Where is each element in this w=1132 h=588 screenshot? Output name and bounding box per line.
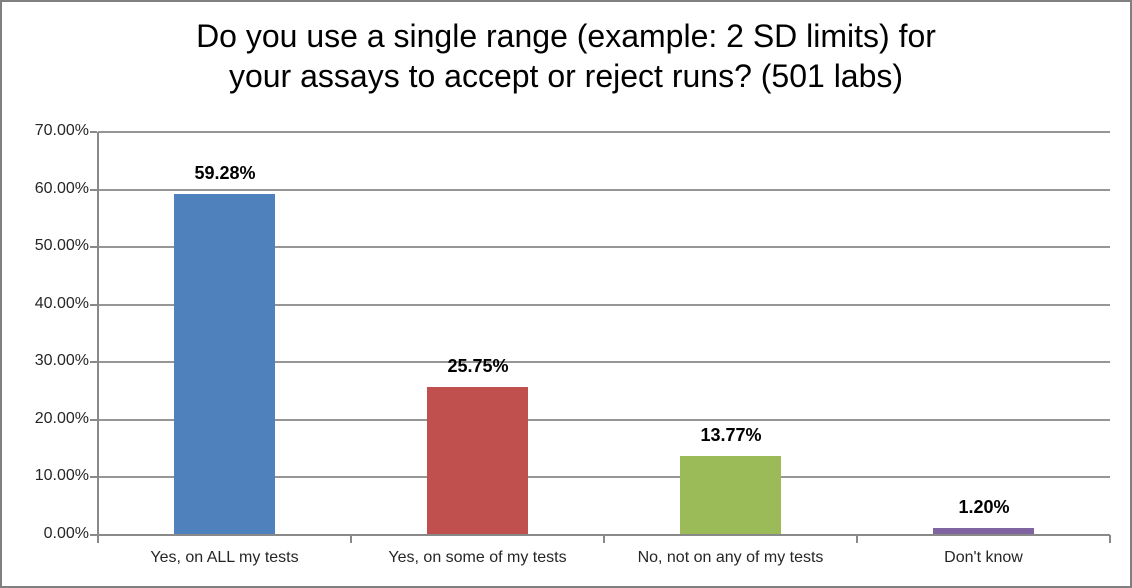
- x-axis-tick: [603, 535, 605, 543]
- bar-value-label: 25.75%: [447, 356, 509, 376]
- category-label: Don't know: [944, 549, 1023, 566]
- y-axis-tick-label: 60.00%: [34, 180, 89, 197]
- chart-title-line-2: your assays to accept or reject runs? (5…: [228, 58, 904, 94]
- y-axis-tick-label: 40.00%: [34, 295, 89, 312]
- category-label: Yes, on ALL my tests: [150, 549, 299, 566]
- gridline: [98, 419, 1110, 421]
- y-axis-tick: [90, 246, 97, 248]
- chart-title-line-1: Do you use a single range (example: 2 SD…: [196, 18, 936, 54]
- gridline: [98, 131, 1110, 133]
- y-axis-line: [97, 132, 99, 543]
- x-axis-tick: [350, 535, 352, 543]
- bar: [174, 194, 275, 535]
- y-axis-tick: [90, 476, 97, 478]
- gridline: [98, 246, 1110, 248]
- y-axis-tick: [90, 131, 97, 133]
- gridline: [98, 304, 1110, 306]
- x-axis-tick: [856, 535, 858, 543]
- y-axis-tick: [90, 361, 97, 363]
- y-axis-tick-label: 10.00%: [34, 467, 89, 484]
- y-axis-tick: [90, 534, 97, 536]
- y-axis-tick-label: 20.00%: [34, 410, 89, 427]
- gridline: [98, 361, 1110, 363]
- y-axis-tick-label: 50.00%: [34, 237, 89, 254]
- bar-value-label: 13.77%: [700, 425, 762, 445]
- x-axis-tick: [1109, 535, 1111, 543]
- y-axis-tick-label: 30.00%: [34, 352, 89, 369]
- bar: [427, 387, 528, 535]
- y-axis-tick: [90, 419, 97, 421]
- y-axis-tick: [90, 189, 97, 191]
- y-axis-tick-label: 70.00%: [34, 122, 89, 139]
- x-axis-line: [98, 534, 1110, 536]
- y-axis-tick-label: 0.00%: [43, 525, 89, 542]
- y-axis-tick: [90, 304, 97, 306]
- bar: [933, 528, 1034, 535]
- bar-value-label: 1.20%: [958, 497, 1010, 517]
- bar: [680, 456, 781, 535]
- gridline: [98, 476, 1110, 478]
- gridline: [98, 189, 1110, 191]
- category-label: Yes, on some of my tests: [388, 549, 567, 566]
- bar-value-label: 59.28%: [194, 163, 256, 183]
- chart-title: Do you use a single range (example: 2 SD…: [2, 16, 1130, 96]
- category-label: No, not on any of my tests: [637, 549, 824, 566]
